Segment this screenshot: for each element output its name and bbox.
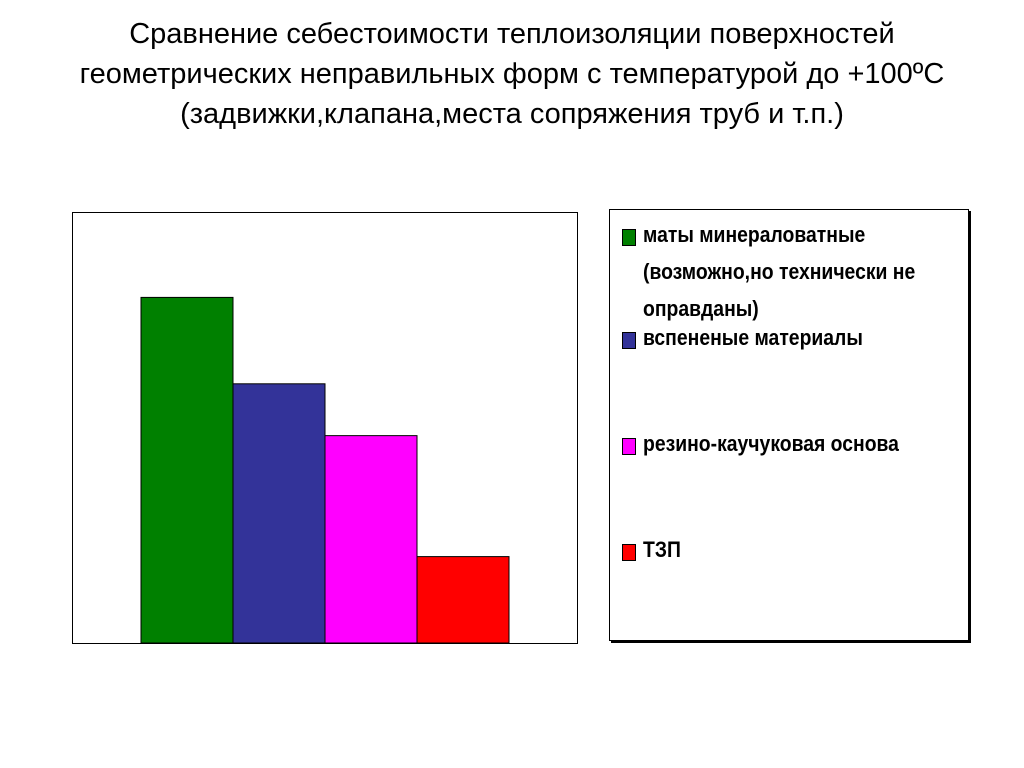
bar-2 xyxy=(324,435,418,644)
legend-label-1: вспененые материалы xyxy=(643,325,863,350)
legend-label-0: маты минераловатные (возможно,но техниче… xyxy=(643,222,916,321)
bar-chart xyxy=(72,212,578,644)
slide-title: Сравнение себестоимости теплоизоляции по… xyxy=(79,18,945,130)
bar-3 xyxy=(416,556,510,644)
legend-swatch-0 xyxy=(622,229,636,246)
bar-0 xyxy=(140,296,234,644)
legend-item-1: вспененые материалы xyxy=(622,319,962,356)
bars-group xyxy=(140,296,510,644)
legend-item-3: ТЗП xyxy=(622,531,962,568)
legend-label-2: резино-каучуковая основа xyxy=(643,431,899,456)
legend-item-0: маты минераловатные (возможно,но техниче… xyxy=(622,216,962,327)
bar-1 xyxy=(232,383,326,644)
legend-label-3: ТЗП xyxy=(643,537,681,562)
legend-swatch-3 xyxy=(622,544,636,561)
legend-swatch-2 xyxy=(622,438,636,455)
plot-area xyxy=(72,212,578,644)
legend-item-2: резино-каучуковая основа xyxy=(622,425,962,462)
legend-swatch-1 xyxy=(622,332,636,349)
chart-legend: маты минераловатные (возможно,но техниче… xyxy=(609,209,969,641)
